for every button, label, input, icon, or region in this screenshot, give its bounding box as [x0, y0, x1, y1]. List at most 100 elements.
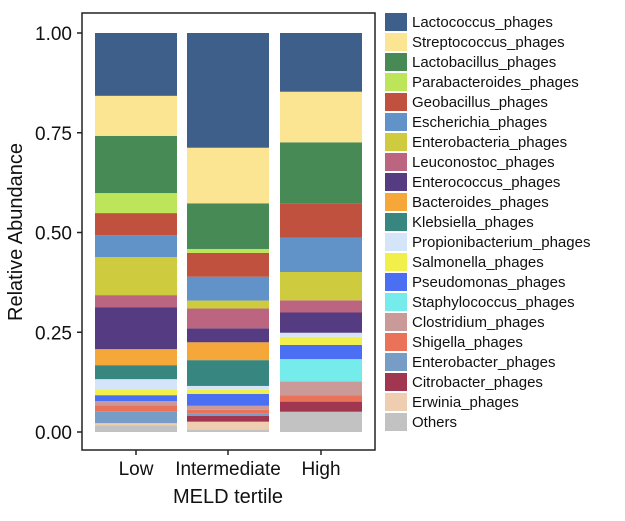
legend-swatch: [385, 53, 407, 71]
bar-segment: [95, 411, 177, 424]
bar-segment: [280, 203, 362, 238]
legend-label: Geobacillus_phages: [412, 94, 548, 111]
legend-label: Salmonella_phages: [412, 254, 544, 271]
legend-label: Propionibacterium_phages: [412, 234, 590, 251]
legend-label: Others: [412, 414, 457, 431]
bar-segment: [280, 401, 362, 412]
bar-segment: [95, 365, 177, 380]
bar-segment: [280, 300, 362, 313]
y-tick-label: 0.25: [35, 323, 72, 344]
bar-segment: [95, 33, 177, 96]
legend-label: Streptococcus_phages: [412, 34, 565, 51]
legend-swatch: [385, 233, 407, 251]
bar-segment: [95, 379, 177, 390]
y-axis: 0.00 0.25 0.50 0.75 1.00: [35, 24, 82, 444]
legend-swatch: [385, 73, 407, 91]
x-axis: Low Intermediate High: [119, 450, 341, 480]
legend-label: Parabacteroides_phages: [412, 74, 579, 91]
bar-stacks: [95, 33, 362, 432]
legend-label: Erwinia_phages: [412, 394, 519, 411]
bar-segment: [187, 147, 269, 204]
y-tick-label: 0.75: [35, 124, 72, 145]
bar-segment: [187, 360, 269, 386]
legend-label: Lactococcus_phages: [412, 14, 553, 31]
bar-segment: [280, 237, 362, 272]
legend-swatch: [385, 353, 407, 371]
bar-segment: [280, 336, 362, 345]
bar-segment: [187, 385, 269, 390]
x-tick-label: High: [301, 459, 340, 480]
bar-segment: [95, 257, 177, 296]
x-axis-title: MELD tertile: [173, 486, 283, 508]
bar-segment: [187, 393, 269, 406]
bar-segment: [187, 276, 269, 301]
legend-label: Enterococcus_phages: [412, 174, 560, 191]
legend-swatch: [385, 253, 407, 271]
legend-label: Shigella_phages: [412, 334, 523, 351]
bar-segment: [95, 395, 177, 402]
bar-segment: [187, 203, 269, 249]
bar-segment: [280, 142, 362, 204]
bar-segment: [280, 395, 362, 402]
legend-swatch: [385, 313, 407, 331]
legend-swatch: [385, 93, 407, 111]
bar-segment: [187, 33, 269, 148]
bar-segment: [95, 95, 177, 136]
legend-swatch: [385, 133, 407, 151]
bar-segment: [187, 413, 269, 416]
legend-label: Clostridium_phages: [412, 314, 545, 331]
legend-label: Escherichia_phages: [412, 114, 547, 131]
bar-segment: [187, 308, 269, 329]
plot-panel-border: [81, 12, 376, 451]
x-tick-label: Low: [119, 459, 154, 480]
legend: Lactococcus_phages Streptococcus_phages La…: [385, 13, 590, 431]
legend-label: Leuconostoc_phages: [412, 154, 555, 171]
bar-segment: [95, 295, 177, 308]
y-tick-label: 0.00: [35, 423, 72, 444]
bar-segment: [95, 349, 177, 366]
bar-segment: [280, 271, 362, 301]
legend-swatch: [385, 273, 407, 291]
legend-label: Staphylococcus_phages: [412, 294, 575, 311]
bar-segment: [187, 328, 269, 343]
legend-label: Enterobacteria_phages: [412, 134, 567, 151]
bar-segment: [187, 415, 269, 422]
bar-segment: [95, 213, 177, 236]
legend-swatch: [385, 393, 407, 411]
bar-segment: [187, 252, 269, 277]
bar-segment: [187, 300, 269, 309]
bar-segment: [187, 389, 269, 394]
legend-swatch: [385, 293, 407, 311]
legend-label: Klebsiella_phages: [412, 214, 534, 231]
legend-label: Citrobacter_phages: [412, 374, 543, 391]
bar-segment: [95, 423, 177, 426]
y-axis-title: Relative Abundance: [5, 143, 27, 321]
bar-segment: [95, 135, 177, 194]
bar-segment: [95, 307, 177, 350]
bar-segment: [280, 344, 362, 360]
bar-segment: [95, 405, 177, 412]
legend-swatch: [385, 413, 407, 431]
legend-swatch: [385, 173, 407, 191]
x-tick-label: Intermediate: [175, 459, 281, 480]
bar-segment: [187, 248, 269, 253]
bar-segment: [280, 411, 362, 432]
legend-label: Pseudomonas_phages: [412, 274, 565, 291]
bar-segment: [95, 425, 177, 432]
bar-segment: [187, 429, 269, 432]
bar-segment: [280, 332, 362, 337]
bar-segment: [280, 359, 362, 382]
legend-swatch: [385, 153, 407, 171]
bar-segment: [280, 312, 362, 333]
legend-swatch: [385, 33, 407, 51]
y-tick-label: 1.00: [35, 24, 72, 45]
bar-segment: [95, 401, 177, 406]
bar-segment: [95, 389, 177, 396]
bar-segment: [280, 33, 362, 92]
bar-segment: [95, 235, 177, 258]
legend-label: Bacteroides_phages: [412, 194, 549, 211]
bar-segment: [187, 405, 269, 410]
legend-swatch: [385, 193, 407, 211]
legend-label: Enterobacter_phages: [412, 354, 555, 371]
